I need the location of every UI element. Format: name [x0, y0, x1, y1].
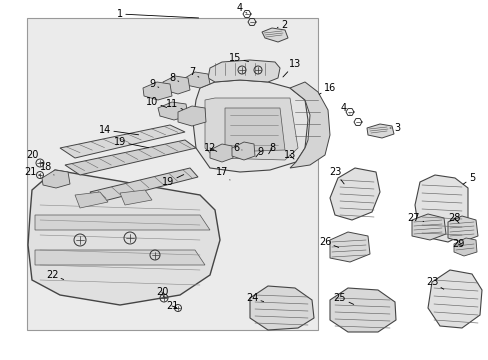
Polygon shape	[120, 190, 152, 205]
Polygon shape	[90, 168, 198, 202]
Text: 10: 10	[145, 97, 166, 108]
Text: 21: 21	[24, 167, 40, 177]
Text: 27: 27	[407, 213, 423, 223]
Polygon shape	[65, 140, 196, 175]
Text: 11: 11	[165, 99, 183, 109]
Polygon shape	[411, 214, 445, 240]
Text: 5: 5	[462, 173, 474, 184]
Text: 4: 4	[237, 3, 246, 13]
Text: 6: 6	[232, 143, 242, 153]
Polygon shape	[75, 192, 108, 208]
Text: 8: 8	[268, 143, 274, 154]
Text: 22: 22	[46, 270, 63, 280]
Text: 14: 14	[99, 125, 138, 135]
Text: 2: 2	[277, 20, 286, 30]
Text: 17: 17	[215, 167, 229, 180]
Polygon shape	[366, 124, 393, 138]
Text: 1: 1	[117, 9, 198, 19]
Polygon shape	[163, 76, 190, 94]
Polygon shape	[453, 238, 476, 256]
Text: 29: 29	[451, 239, 463, 249]
Text: 20: 20	[156, 287, 168, 297]
Text: 12: 12	[203, 143, 216, 153]
Polygon shape	[231, 142, 254, 160]
Polygon shape	[329, 288, 395, 332]
Polygon shape	[158, 102, 187, 120]
Text: 3: 3	[389, 123, 399, 133]
Text: 19: 19	[114, 137, 148, 148]
Polygon shape	[224, 108, 285, 152]
Text: 15: 15	[228, 53, 248, 63]
Text: 23: 23	[425, 277, 443, 289]
Text: 20: 20	[26, 150, 40, 163]
Text: 21: 21	[165, 301, 178, 311]
Text: 8: 8	[168, 73, 179, 83]
Text: 9: 9	[255, 147, 263, 157]
Text: 19: 19	[162, 175, 183, 187]
Polygon shape	[60, 125, 184, 158]
Polygon shape	[28, 170, 220, 305]
Polygon shape	[329, 232, 369, 262]
Polygon shape	[193, 80, 307, 172]
Polygon shape	[27, 18, 317, 330]
Text: 4: 4	[340, 103, 349, 114]
Text: 7: 7	[188, 67, 199, 77]
Polygon shape	[329, 168, 379, 220]
Polygon shape	[289, 82, 329, 168]
Text: 13: 13	[283, 59, 301, 77]
Polygon shape	[35, 250, 204, 265]
Polygon shape	[427, 270, 481, 328]
Text: 25: 25	[333, 293, 353, 305]
Text: 26: 26	[318, 237, 338, 247]
Polygon shape	[447, 216, 477, 242]
Polygon shape	[142, 82, 172, 100]
Text: 13: 13	[284, 150, 296, 160]
Text: 23: 23	[328, 167, 344, 184]
Text: 28: 28	[447, 213, 459, 223]
Polygon shape	[207, 60, 280, 82]
Polygon shape	[414, 175, 467, 242]
Polygon shape	[42, 170, 70, 188]
Polygon shape	[35, 215, 209, 230]
Text: 9: 9	[149, 79, 159, 89]
Text: 24: 24	[245, 293, 263, 303]
Polygon shape	[204, 98, 297, 160]
Polygon shape	[209, 144, 232, 162]
Text: 16: 16	[319, 83, 335, 94]
Polygon shape	[178, 106, 205, 126]
Polygon shape	[262, 28, 287, 42]
Polygon shape	[249, 286, 313, 330]
Polygon shape	[184, 72, 209, 88]
Text: 18: 18	[40, 162, 54, 175]
